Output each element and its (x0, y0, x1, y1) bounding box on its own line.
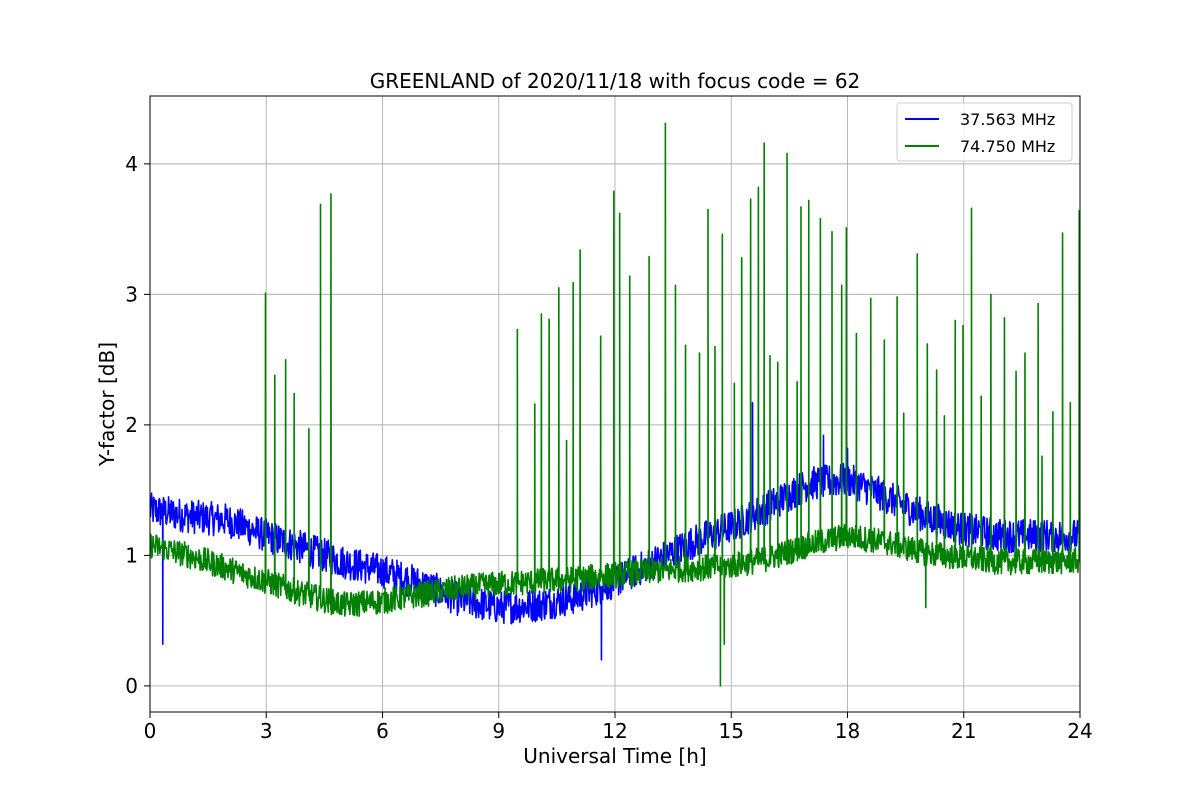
x-tick-label: 12 (602, 719, 627, 743)
x-tick-label: 6 (376, 719, 389, 743)
y-tick-label: 0 (125, 674, 138, 698)
x-tick-label: 18 (835, 719, 860, 743)
y-tick-label: 4 (125, 152, 138, 176)
x-tick-label: 15 (719, 719, 744, 743)
x-tick-label: 0 (144, 719, 157, 743)
x-tick-label: 24 (1067, 719, 1092, 743)
y-tick-label: 2 (125, 413, 138, 437)
y-axis-label: Y-factor [dB] (95, 342, 119, 467)
data-area (150, 122, 1080, 687)
legend-label-74mhz: 74.750 MHz (960, 137, 1055, 156)
y-tick-label: 3 (125, 282, 138, 306)
legend-box (896, 102, 1073, 162)
chart-title: GREENLAND of 2020/11/18 with focus code … (370, 69, 861, 93)
series-line-1 (150, 122, 1080, 687)
x-axis-label: Universal Time [h] (523, 744, 706, 768)
legend: 37.563 MHz 74.750 MHz (896, 102, 1073, 162)
y-tick-label: 1 (125, 543, 138, 567)
x-tick-label: 21 (951, 719, 976, 743)
x-tick-label: 9 (492, 719, 505, 743)
x-tick-label: 3 (260, 719, 273, 743)
legend-label-37mhz: 37.563 MHz (960, 110, 1055, 129)
